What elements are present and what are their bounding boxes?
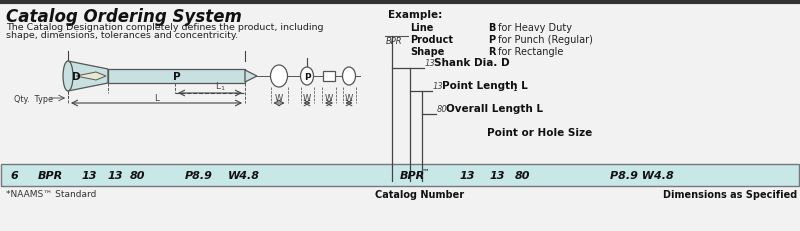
Text: for Rectangle: for Rectangle (495, 47, 563, 57)
Text: P: P (488, 35, 495, 45)
Text: Dimensions as Specified: Dimensions as Specified (663, 189, 797, 199)
Text: W4.8: W4.8 (228, 170, 260, 180)
Polygon shape (76, 73, 106, 81)
Bar (323, 72, 335, 82)
Text: for Punch (Regular): for Punch (Regular) (495, 35, 593, 45)
Text: Line: Line (410, 23, 434, 33)
Text: Qty.  Type: Qty. Type (14, 94, 53, 103)
Text: 80: 80 (130, 170, 146, 180)
Text: for Heavy Duty: for Heavy Duty (495, 23, 572, 33)
Text: Overall Length L: Overall Length L (446, 103, 543, 113)
Ellipse shape (342, 68, 355, 86)
Text: 13: 13 (108, 170, 123, 180)
Text: The Catalog Designation completely defines the product, including: The Catalog Designation completely defin… (6, 23, 323, 32)
Text: 13: 13 (490, 170, 506, 180)
Text: P8.9: P8.9 (185, 170, 213, 180)
Text: P8.9 W4.8: P8.9 W4.8 (610, 170, 674, 180)
Text: Product: Product (410, 35, 453, 45)
Text: shape, dimensions, tolerances and concentricity.: shape, dimensions, tolerances and concen… (6, 31, 238, 40)
Text: L$_1$: L$_1$ (215, 80, 226, 93)
Polygon shape (245, 71, 257, 83)
Text: W: W (325, 94, 333, 103)
Ellipse shape (270, 66, 287, 88)
Text: D: D (72, 72, 81, 82)
Text: 6: 6 (10, 170, 18, 180)
Text: 13: 13 (433, 82, 444, 91)
Text: L: L (154, 94, 159, 103)
Text: Example:: Example: (388, 10, 442, 20)
Text: 80: 80 (437, 105, 448, 113)
Text: *NAAMS™ Standard: *NAAMS™ Standard (6, 189, 96, 198)
Text: Catalog Ordering System: Catalog Ordering System (6, 8, 242, 26)
Ellipse shape (301, 68, 314, 86)
Text: P: P (173, 72, 180, 82)
Text: P: P (304, 72, 310, 81)
Text: Shank Dia. D: Shank Dia. D (434, 58, 510, 68)
Text: W: W (303, 94, 311, 103)
Text: BPR: BPR (38, 170, 63, 180)
Text: B: B (488, 23, 495, 33)
Text: BPR: BPR (400, 170, 426, 180)
Text: Catalog Number: Catalog Number (375, 189, 465, 199)
Text: 13: 13 (425, 59, 436, 68)
Text: 1: 1 (512, 84, 517, 93)
Polygon shape (68, 62, 108, 92)
Text: ™: ™ (422, 167, 430, 176)
Text: W: W (345, 94, 353, 103)
Text: 80: 80 (515, 170, 530, 180)
Text: Shape: Shape (410, 47, 444, 57)
Text: Point or Hole Size: Point or Hole Size (487, 128, 592, 137)
Text: BPR: BPR (386, 37, 402, 46)
Text: 13: 13 (82, 170, 98, 180)
Text: W: W (275, 94, 283, 103)
Ellipse shape (63, 62, 73, 92)
Bar (1, 164, 799, 186)
Text: 13: 13 (460, 170, 475, 180)
Text: R: R (488, 47, 495, 57)
Bar (108, 70, 245, 84)
Text: Point Length L: Point Length L (442, 81, 528, 91)
